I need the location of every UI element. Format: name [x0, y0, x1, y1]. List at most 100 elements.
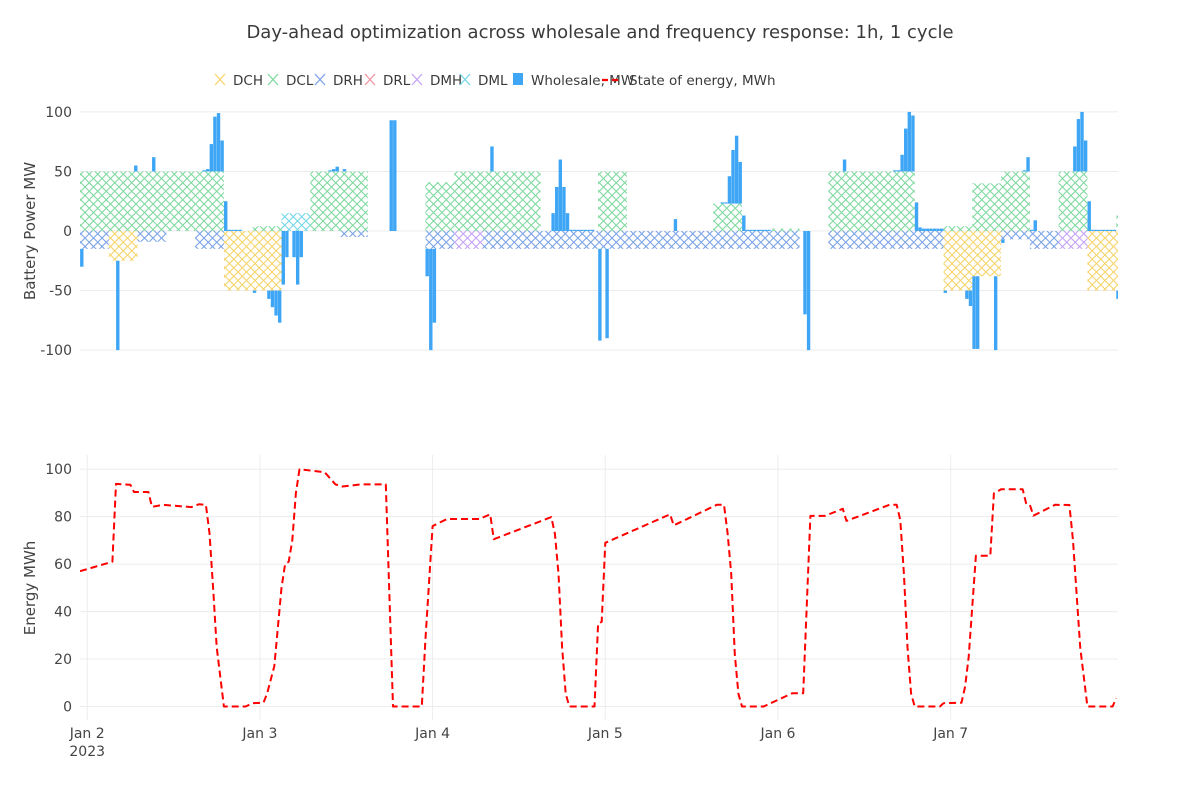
y-tick-label: 0	[63, 224, 72, 240]
legend-item-drh[interactable]: DRH	[314, 73, 363, 89]
bar-wholesale	[1033, 220, 1037, 231]
x-axis-ticks: Jan 2 2023 Jan 3 Jan 4 Jan 5 Jan 6 Jan 7	[69, 726, 968, 760]
bar-wholesale	[1076, 119, 1081, 172]
bar-wholesale	[734, 135, 739, 204]
x-tick-label: Jan 2	[69, 726, 105, 742]
bar-wholesale	[342, 169, 347, 172]
bar-drh	[569, 231, 599, 249]
y-tick-label: 40	[54, 605, 72, 621]
bar-dcl	[857, 171, 886, 231]
bar-wholesale	[731, 150, 735, 204]
bar-wholesale	[742, 215, 746, 231]
bar-wholesale	[993, 276, 998, 351]
hatch-swatch-icon	[314, 73, 326, 86]
x-tick-label: Jan 7	[932, 726, 968, 742]
bar-wholesale	[1098, 229, 1102, 231]
bar-wholesale	[555, 186, 559, 231]
hatch-swatch-icon	[267, 73, 279, 86]
bar-wholesale	[925, 228, 930, 231]
bar-drh	[195, 231, 224, 249]
legend-item-drl[interactable]: DRL	[364, 73, 411, 89]
bar-wholesale	[1109, 229, 1113, 231]
bar-drh	[511, 231, 541, 249]
x-tick-label: Jan 3	[241, 726, 277, 742]
bar-wholesale	[583, 229, 588, 231]
bar-wholesale	[940, 228, 944, 231]
bar-swatch-icon	[513, 73, 523, 85]
bar-drh	[482, 231, 512, 249]
bar-wholesale	[598, 248, 602, 341]
bar-wholesale	[227, 229, 232, 231]
bar-wholesale	[1116, 290, 1118, 299]
bar-drh	[80, 231, 109, 249]
bar-dcl	[1001, 171, 1030, 231]
hatch-swatch-icon	[364, 73, 376, 86]
y-tick-label: 50	[54, 164, 72, 180]
bar-wholesale	[605, 248, 609, 339]
bar-drh	[742, 231, 771, 249]
y-tick-label: 100	[45, 462, 72, 478]
bar-wholesale	[551, 213, 555, 231]
bar-drh	[1001, 231, 1030, 240]
legend-item-dmh[interactable]: DMH	[411, 73, 462, 89]
bar-dcl	[598, 171, 627, 231]
bar-drh	[1029, 231, 1059, 249]
bar-wholesale	[1083, 140, 1088, 172]
bar-wholesale	[393, 120, 397, 231]
bar-wholesale	[1087, 201, 1091, 231]
bar-wholesale	[907, 111, 912, 172]
bar-wholesale	[842, 159, 847, 172]
bar-wholesale	[569, 229, 573, 231]
bar-dch	[1087, 231, 1117, 291]
bar-wholesale	[576, 229, 581, 231]
bar-wholesale	[238, 229, 242, 231]
bar-wholesale	[573, 229, 577, 231]
legend-item-wholesale-mw[interactable]: Wholesale, MW	[513, 73, 634, 89]
bar-wholesale	[116, 260, 120, 351]
bar-wholesale	[929, 228, 933, 231]
legend-label: Wholesale, MW	[531, 73, 634, 89]
bar-dcl	[1116, 215, 1118, 231]
legend-item-dcl[interactable]: DCL	[267, 73, 314, 89]
bar-wholesale	[1091, 229, 1095, 231]
bar-wholesale	[580, 229, 584, 231]
bar-wholesale	[720, 202, 724, 204]
bar-wholesale	[1094, 229, 1099, 231]
legend-item-dch[interactable]: DCH	[214, 73, 263, 89]
bar-wholesale	[216, 113, 221, 172]
energy-y-axis-title: Energy MWh	[21, 541, 39, 636]
state-of-energy-line	[80, 468, 1118, 708]
bar-wholesale	[220, 140, 224, 172]
bar-wholesale	[922, 228, 926, 231]
energy-y-ticks: 0 20 40 60 80 100	[45, 462, 72, 715]
bar-wholesale	[202, 170, 206, 172]
bar-dcl	[425, 182, 455, 231]
bar-wholesale	[1105, 229, 1109, 231]
bar-drh	[655, 231, 685, 249]
bar-drh	[339, 231, 368, 237]
y-tick-label: 20	[54, 652, 72, 668]
legend-item-state-of-energy-mwh[interactable]: State of energy, MWh	[602, 73, 776, 89]
bar-wholesale	[1026, 157, 1030, 172]
bar-dcl	[137, 171, 167, 231]
bar-wholesale	[299, 231, 303, 258]
legend-item-dml[interactable]: DML	[459, 73, 508, 89]
bar-wholesale	[893, 170, 897, 172]
bar-wholesale	[565, 213, 570, 231]
bar-wholesale	[234, 229, 239, 231]
bar-wholesale	[591, 229, 595, 231]
bar-wholesale	[673, 219, 678, 231]
bar-drh	[713, 231, 743, 249]
bar-dcl	[80, 171, 109, 231]
legend-label: DRL	[383, 73, 411, 89]
bar-dmh	[1058, 231, 1088, 249]
hatch-swatch-icon	[214, 73, 226, 86]
bar-wholesale	[285, 231, 289, 258]
bar-wholesale	[918, 227, 922, 231]
bar-wholesale	[727, 176, 732, 204]
bar-wholesale	[335, 166, 339, 172]
bar-wholesale	[152, 157, 156, 172]
bar-wholesale	[745, 229, 750, 231]
